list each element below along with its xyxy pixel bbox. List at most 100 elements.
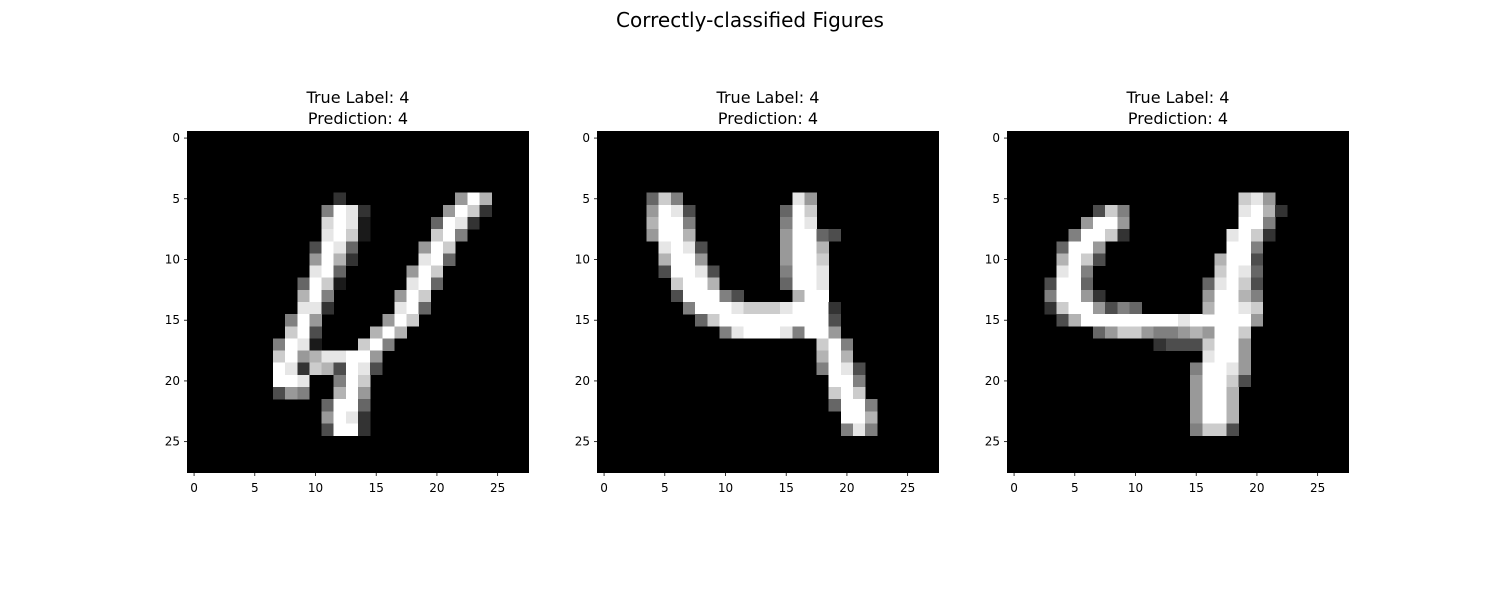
pixel-cell bbox=[406, 277, 419, 291]
x-tick-label: 10 bbox=[308, 481, 323, 495]
pixel-cell bbox=[828, 338, 842, 351]
pixel-cell bbox=[731, 314, 744, 327]
pixel-cell bbox=[1141, 314, 1154, 327]
x-tick-label: 0 bbox=[1010, 481, 1018, 495]
x-tick-label: 10 bbox=[1128, 481, 1143, 495]
pixel-cell bbox=[695, 302, 708, 315]
pixel-cell bbox=[418, 277, 432, 291]
pixel-cell bbox=[406, 289, 419, 303]
pixel-cell bbox=[719, 302, 732, 315]
y-tick-label: 20 bbox=[165, 374, 180, 388]
pixel-cell bbox=[792, 277, 805, 291]
pixel-cell bbox=[345, 204, 359, 218]
pixel-cell bbox=[646, 192, 659, 206]
pixel-cell bbox=[658, 253, 672, 266]
pixel-cell bbox=[1250, 192, 1264, 206]
pixel-cell bbox=[430, 229, 444, 242]
pixel-cell bbox=[1056, 289, 1069, 303]
pixel-cell bbox=[1153, 338, 1167, 351]
pixel-cell bbox=[840, 387, 854, 400]
pixel-cell bbox=[755, 314, 769, 327]
x-tick-label: 20 bbox=[429, 481, 444, 495]
pixel-cell bbox=[1226, 326, 1239, 339]
digit-pixel-grid bbox=[273, 192, 492, 436]
pixel-cell bbox=[816, 362, 829, 376]
pixel-cell bbox=[1080, 302, 1094, 315]
pixel-cell bbox=[1117, 217, 1130, 230]
pixel-cell bbox=[1093, 217, 1106, 230]
y-tick-label: 25 bbox=[985, 435, 1000, 449]
pixel-cell bbox=[345, 350, 359, 363]
pixel-cell bbox=[1226, 241, 1239, 254]
pixel-cell bbox=[1226, 362, 1239, 376]
pixel-cell bbox=[370, 362, 383, 376]
pixel-cell bbox=[755, 302, 769, 315]
pixel-cell bbox=[1263, 192, 1276, 206]
pixel-cell bbox=[865, 411, 878, 424]
pixel-cell bbox=[828, 387, 842, 400]
y-tick-label: 25 bbox=[575, 435, 590, 449]
pixel-cell bbox=[707, 265, 720, 278]
pixel-cell bbox=[780, 302, 793, 315]
pixel-cell bbox=[840, 411, 854, 424]
pixel-cell bbox=[840, 423, 854, 436]
pixel-cell bbox=[1250, 241, 1264, 254]
pixel-cell bbox=[285, 350, 298, 363]
pixel-cell bbox=[309, 326, 322, 339]
digit-image-2 bbox=[597, 131, 939, 473]
pixel-cell bbox=[1214, 399, 1227, 412]
pixel-cell bbox=[1153, 314, 1167, 327]
x-tick-label: 5 bbox=[251, 481, 259, 495]
pixel-cell bbox=[853, 387, 866, 400]
pixel-cell bbox=[743, 302, 757, 315]
pixel-cell bbox=[816, 350, 829, 363]
pixel-cell bbox=[406, 302, 419, 315]
pixel-cell bbox=[1056, 265, 1069, 278]
y-tick-label: 20 bbox=[985, 374, 1000, 388]
pixel-cell bbox=[804, 241, 817, 254]
pixel-cell bbox=[321, 204, 334, 218]
pixel-cell bbox=[309, 253, 322, 266]
pixel-cell bbox=[828, 350, 842, 363]
pixel-cell bbox=[731, 302, 744, 315]
pixel-cell bbox=[670, 192, 684, 206]
pixel-cell bbox=[804, 253, 817, 266]
pixel-cell bbox=[1226, 411, 1239, 424]
pixel-cell bbox=[345, 411, 359, 424]
pixel-cell bbox=[321, 241, 334, 254]
y-tick-label: 10 bbox=[985, 253, 1000, 267]
pixel-cell bbox=[1226, 302, 1239, 315]
y-tick-label: 0 bbox=[582, 131, 590, 145]
pixel-cell bbox=[1178, 314, 1191, 327]
pixel-cell bbox=[683, 289, 696, 303]
pixel-cell bbox=[840, 362, 854, 376]
pixel-cell bbox=[816, 253, 829, 266]
pixel-cell bbox=[646, 229, 659, 242]
pixel-cell bbox=[321, 399, 334, 412]
true-label-text: True Label: 4 bbox=[1126, 88, 1230, 107]
pixel-cell bbox=[804, 204, 817, 218]
pixel-cell bbox=[816, 314, 829, 327]
pixel-cell bbox=[1214, 350, 1227, 363]
pixel-cell bbox=[333, 204, 347, 218]
pixel-cell bbox=[1226, 229, 1239, 242]
pixel-cell bbox=[370, 338, 383, 351]
pixel-cell bbox=[297, 374, 310, 388]
pixel-cell bbox=[1190, 411, 1203, 424]
pixel-cell bbox=[1226, 253, 1239, 266]
pixel-cell bbox=[853, 411, 866, 424]
pixel-cell bbox=[309, 350, 322, 363]
pixel-cell bbox=[273, 362, 286, 376]
pixel-cell bbox=[455, 217, 468, 230]
pixel-cell bbox=[333, 350, 347, 363]
pixel-cell bbox=[792, 314, 805, 327]
x-tick-label: 15 bbox=[779, 481, 794, 495]
pixel-cell bbox=[792, 192, 805, 206]
pixel-cell bbox=[670, 217, 684, 230]
pixel-cell bbox=[333, 241, 347, 254]
pixel-cell bbox=[1226, 314, 1239, 327]
pixel-cell bbox=[309, 302, 322, 315]
pixel-cell bbox=[804, 265, 817, 278]
pixel-cell bbox=[1178, 326, 1191, 339]
pixel-cell bbox=[1178, 338, 1191, 351]
